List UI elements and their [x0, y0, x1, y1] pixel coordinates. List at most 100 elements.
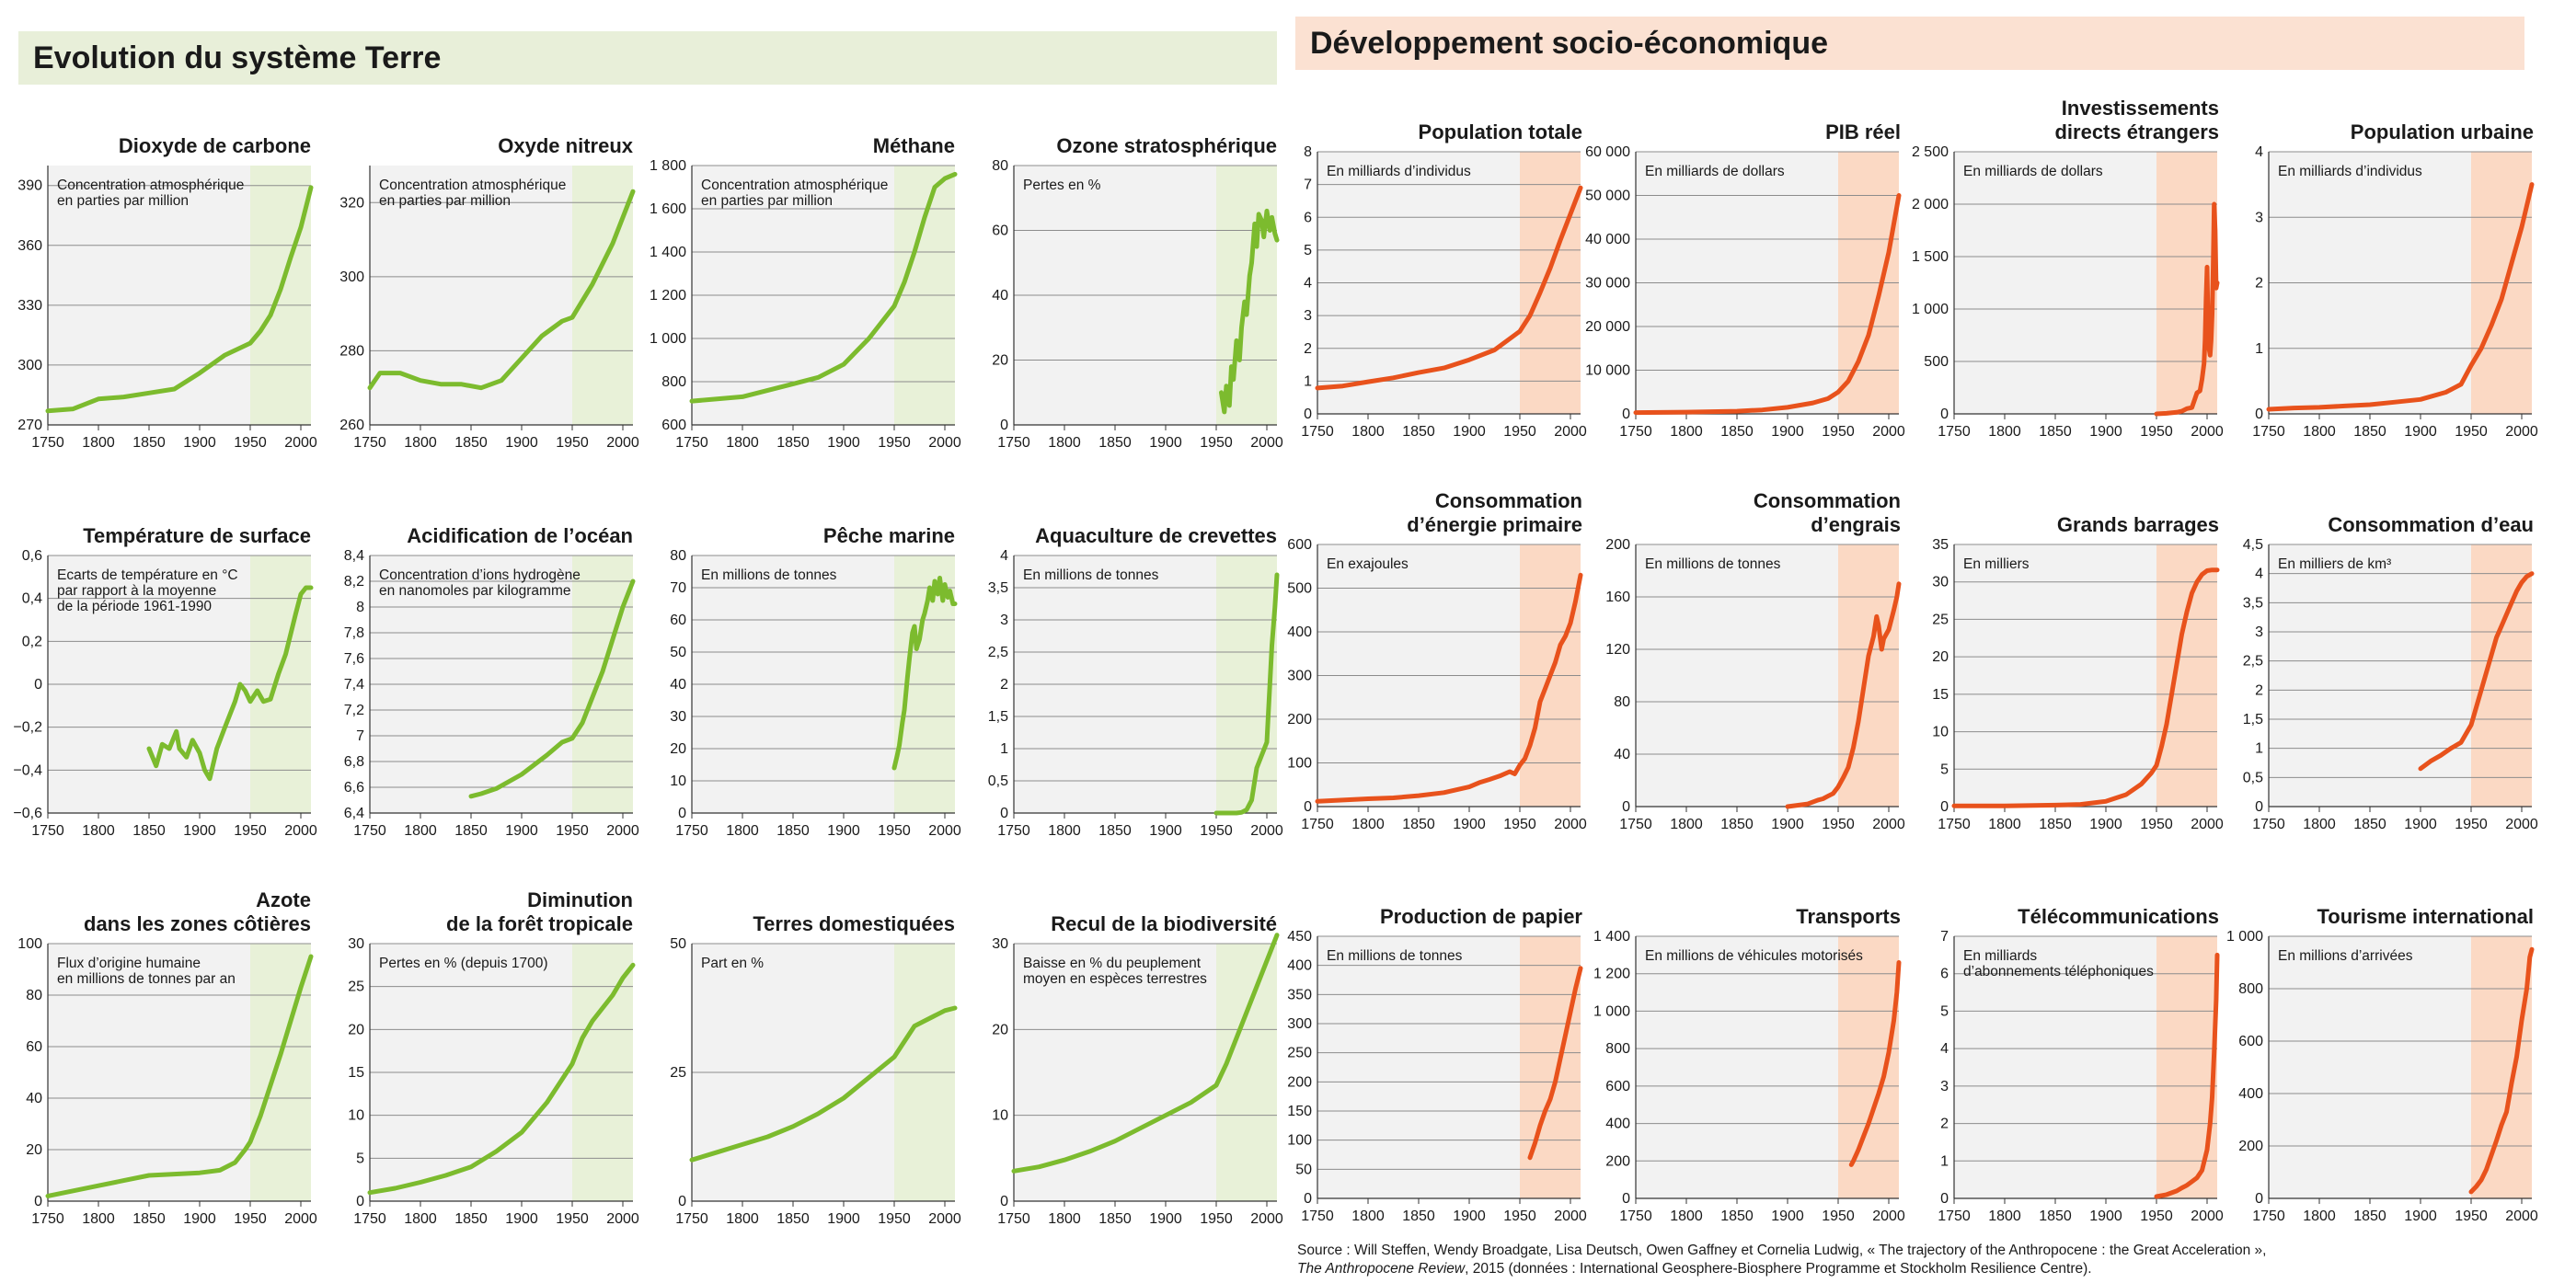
x-tick-label: 1950 — [2455, 817, 2488, 832]
y-tick-label: 1 200 — [1593, 967, 1630, 982]
y-tick-label: 300 — [1287, 669, 1312, 684]
y-tick-label: 35 — [1932, 537, 1949, 553]
y-tick-label: 2 — [1940, 1117, 1949, 1132]
y-tick-label: 0 — [2255, 799, 2263, 815]
x-tick-label: 1850 — [1720, 424, 1754, 440]
y-tick-label: 5 — [1304, 243, 1312, 258]
y-tick-label: 600 — [1287, 537, 1312, 553]
x-tick-label: 1850 — [1720, 1209, 1754, 1224]
y-tick-label: 2 — [1000, 677, 1008, 693]
x-tick-label: 1750 — [353, 435, 386, 451]
chart-title: d’énergie primaire — [1407, 513, 1582, 536]
x-tick-label: 1750 — [1938, 424, 1971, 440]
x-tick-label: 2000 — [2505, 1209, 2538, 1224]
chart-title: Température de surface — [83, 524, 311, 547]
x-tick-label: 1800 — [1988, 424, 2021, 440]
y-tick-label: 0 — [1000, 1194, 1008, 1209]
x-tick-label: 1900 — [1453, 1209, 1486, 1224]
y-tick-label: 30 — [1932, 575, 1949, 590]
x-tick-label: 1750 — [2252, 424, 2285, 440]
y-tick-label: 0 — [1940, 1191, 1949, 1207]
x-tick-label: 1850 — [776, 435, 810, 451]
chart-note: Part en % — [701, 956, 764, 971]
chart-title: de la forêt tropicale — [446, 912, 633, 935]
x-tick-label: 1800 — [1048, 435, 1081, 451]
chart-title: Consommation — [1754, 489, 1901, 512]
chart-note: En milliards — [1963, 948, 2037, 964]
y-tick-label: 0 — [2255, 407, 2263, 422]
x-tick-label: 1800 — [2303, 424, 2336, 440]
x-tick-label: 2000 — [284, 1211, 317, 1227]
y-tick-label: 100 — [1287, 1133, 1312, 1149]
chart-note: Pertes en % (depuis 1700) — [379, 956, 548, 971]
chart-panel-co2: 270 300 330 360 390 1750 1800 1850 1900 1950 2000 D… — [17, 134, 317, 451]
y-tick-label: 10 — [1932, 725, 1949, 740]
x-tick-label: 1800 — [1670, 817, 1703, 832]
chart-panel-fert: 0 40 80 120 160 200 1750 1800 1850 1900 1950 2000 Co… — [1605, 489, 1905, 832]
y-tick-label: 80 — [1614, 694, 1630, 710]
x-tick-label: 1800 — [726, 823, 759, 839]
x-tick-label: 1900 — [1453, 817, 1486, 832]
pre-1950-band — [48, 166, 250, 425]
chart-note: En milliards de dollars — [1645, 164, 1785, 179]
y-tick-label: 300 — [1287, 1016, 1312, 1032]
x-tick-label: 1900 — [827, 435, 860, 451]
x-tick-label: 1850 — [454, 823, 488, 839]
chart-panel-tourism: 0 200 400 600 800 1 000 1750 1800 1850 1900 1950 20… — [2226, 905, 2538, 1224]
post-1950-shade — [2156, 936, 2217, 1198]
y-tick-label: 250 — [1287, 1046, 1312, 1061]
y-tick-label: 100 — [1287, 756, 1312, 772]
y-tick-label: 3 — [1000, 613, 1008, 628]
chart-note: Concentration atmosphérique — [701, 178, 888, 193]
y-tick-label: 200 — [1287, 712, 1312, 727]
earth-system-heading: Evolution du système Terre — [33, 40, 442, 75]
x-tick-label: 2000 — [1872, 424, 1905, 440]
y-tick-label: 150 — [1287, 1104, 1312, 1119]
chart-title: dans les zones côtières — [84, 912, 311, 935]
x-tick-label: 1850 — [132, 435, 166, 451]
series-line — [2468, 946, 2535, 1195]
x-tick-label: 1850 — [776, 823, 810, 839]
x-tick-label: 1850 — [1098, 435, 1132, 451]
y-tick-label: 7,8 — [344, 625, 364, 641]
chart-panel-ch4: 600 800 1 000 1 200 1 400 1 600 1 800 1750 1800 1… — [650, 134, 961, 451]
chart-title: Pêche marine — [823, 524, 955, 547]
x-tick-label: 1950 — [2455, 424, 2488, 440]
x-tick-label: 2000 — [928, 823, 961, 839]
chart-panel-fish: 0 10 20 30 40 50 60 70 80 1750 1800 1850 1900 1950 200… — [670, 524, 961, 839]
chart-title: Acidification de l’océan — [407, 524, 633, 547]
x-tick-label: 1850 — [454, 435, 488, 451]
x-tick-label: 1850 — [132, 1211, 166, 1227]
x-tick-label: 1850 — [1402, 1209, 1435, 1224]
x-tick-label: 1800 — [404, 823, 437, 839]
chart-title: Consommation — [1435, 489, 1582, 512]
series-line — [1785, 581, 1902, 809]
chart-title: Ozone stratosphérique — [1056, 134, 1277, 157]
y-tick-label: 2,5 — [988, 645, 1008, 660]
y-tick-label: 0 — [1304, 799, 1312, 815]
x-tick-label: 2000 — [1554, 817, 1587, 832]
y-tick-label: 1 200 — [650, 288, 686, 304]
x-tick-label: 1850 — [2039, 817, 2072, 832]
y-tick-label: 7,4 — [344, 677, 364, 693]
chart-title: Grands barrages — [2057, 513, 2219, 536]
y-tick-label: 1 — [1940, 1153, 1949, 1169]
y-tick-label: 1 400 — [650, 245, 686, 260]
y-tick-label: 3,5 — [988, 580, 1008, 596]
x-tick-label: 2000 — [1554, 424, 1587, 440]
y-tick-label: 8 — [356, 600, 364, 615]
y-tick-label: 60 — [26, 1039, 42, 1055]
x-tick-label: 1750 — [675, 1211, 708, 1227]
pre-1950-band — [1317, 936, 1520, 1198]
chart-panel-n2o: 260 280 300 320 1750 1800 1850 1900 1950 2000 Oxyd… — [339, 134, 639, 451]
chart-note: moyen en espèces terrestres — [1023, 971, 1207, 987]
y-tick-label: 0,5 — [2243, 770, 2263, 785]
x-tick-label: 1950 — [878, 435, 911, 451]
pre-1950-band — [1014, 944, 1216, 1201]
x-tick-label: 1900 — [827, 823, 860, 839]
y-tick-label: 280 — [339, 343, 364, 359]
chart-note: En millions de véhicules motorisés — [1645, 948, 1863, 964]
x-tick-label: 1900 — [2089, 424, 2122, 440]
chart-note: En millions de tonnes — [701, 567, 837, 583]
